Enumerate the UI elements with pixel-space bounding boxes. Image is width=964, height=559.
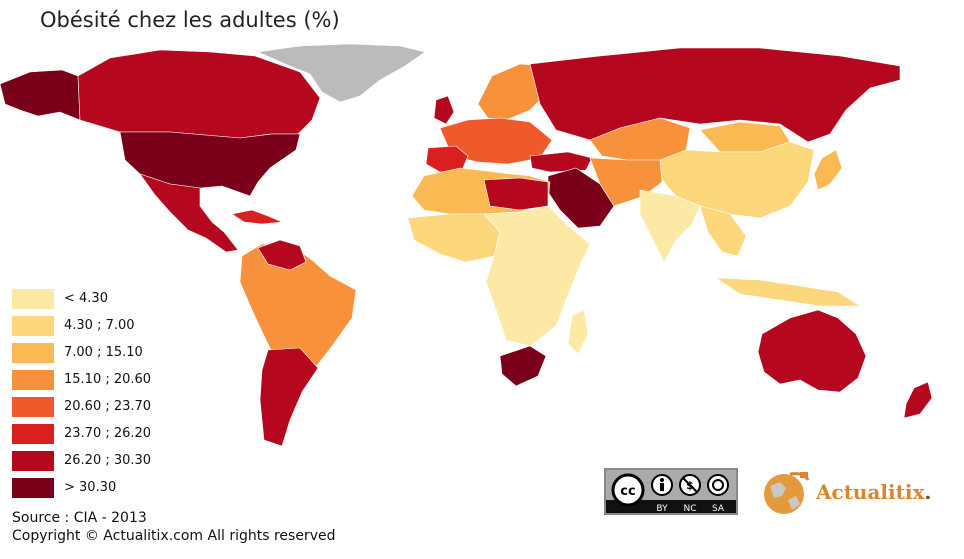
region-australia[interactable]: [757, 309, 867, 393]
region-caribbean[interactable]: [231, 209, 283, 225]
legend-label: 15.10 ; 20.60: [64, 372, 152, 387]
region-uk[interactable]: [433, 95, 455, 125]
region-greenland[interactable]: [256, 43, 426, 103]
legend-item: > 30.30: [12, 474, 151, 501]
region-middle-east[interactable]: [547, 167, 615, 229]
region-egypt-libya[interactable]: [483, 177, 549, 211]
legend-swatch: [12, 288, 54, 309]
cc-icon: [611, 473, 645, 507]
legend-swatch: [12, 396, 54, 417]
legend-swatch: [12, 423, 54, 444]
region-west-africa[interactable]: [407, 213, 501, 263]
region-alaska[interactable]: [0, 69, 81, 121]
legend-label: 26.20 ; 30.30: [64, 453, 152, 468]
legend-label: 23.70 ; 26.20: [64, 426, 152, 441]
legend-label: 4.30 ; 7.00: [64, 318, 135, 333]
region-japan[interactable]: [813, 149, 843, 191]
cc-by-label: BY: [656, 504, 668, 513]
globe-icon: [764, 472, 810, 514]
legend-item: 23.70 ; 26.20: [12, 420, 151, 447]
region-usa[interactable]: [119, 131, 301, 197]
cc-license-badge[interactable]: cc $ BY NC SA: [604, 468, 738, 515]
svg-text:cc: cc: [620, 484, 635, 499]
legend-swatch: [12, 342, 54, 363]
legend-item: 15.10 ; 20.60: [12, 366, 151, 393]
region-southeast-asia[interactable]: [699, 205, 747, 257]
legend-label: 7.00 ; 15.10: [64, 345, 143, 360]
legend-item: 20.60 ; 23.70: [12, 393, 151, 420]
legend-swatch: [12, 477, 54, 498]
region-madagascar[interactable]: [567, 309, 589, 355]
brand-name: Actualitix.: [816, 480, 932, 504]
legend: < 4.30 4.30 ; 7.00 7.00 ; 15.10 15.10 ; …: [12, 285, 151, 501]
region-central-africa[interactable]: [483, 205, 591, 347]
source-block: Source : CIA - 2013 Copyright © Actualit…: [12, 509, 335, 545]
legend-label: 20.60 ; 23.70: [64, 399, 152, 414]
legend-label: > 30.30: [64, 480, 117, 495]
map-title: Obésité chez les adultes (%): [40, 8, 340, 32]
legend-item: 7.00 ; 15.10: [12, 339, 151, 366]
legend-swatch: [12, 450, 54, 471]
region-india[interactable]: [639, 189, 701, 263]
copyright-text: Copyright © Actualitix.com All rights re…: [12, 528, 336, 544]
brand-logo[interactable]: Actualitix.: [760, 466, 931, 518]
region-new-zealand[interactable]: [903, 381, 933, 419]
legend-item: 26.20 ; 30.30: [12, 447, 151, 474]
region-mexico[interactable]: [139, 173, 239, 253]
cc-sa-label: SA: [712, 504, 725, 513]
region-turkey[interactable]: [529, 151, 593, 173]
cc-badge-graphic: cc $ BY NC SA: [606, 470, 736, 514]
legend-item: < 4.30: [12, 285, 151, 312]
source-text: Source : CIA - 2013: [12, 510, 147, 526]
legend-label: < 4.30: [64, 291, 108, 306]
region-argentina-chile[interactable]: [259, 347, 319, 447]
cc-nc-label: NC: [683, 504, 696, 513]
region-south-africa[interactable]: [499, 345, 547, 387]
world-map: [0, 43, 933, 447]
legend-item: 4.30 ; 7.00: [12, 312, 151, 339]
legend-swatch: [12, 369, 54, 390]
legend-swatch: [12, 315, 54, 336]
region-indonesia[interactable]: [714, 277, 862, 307]
sharealike-icon: [707, 474, 729, 496]
region-venezuela[interactable]: [257, 239, 307, 271]
